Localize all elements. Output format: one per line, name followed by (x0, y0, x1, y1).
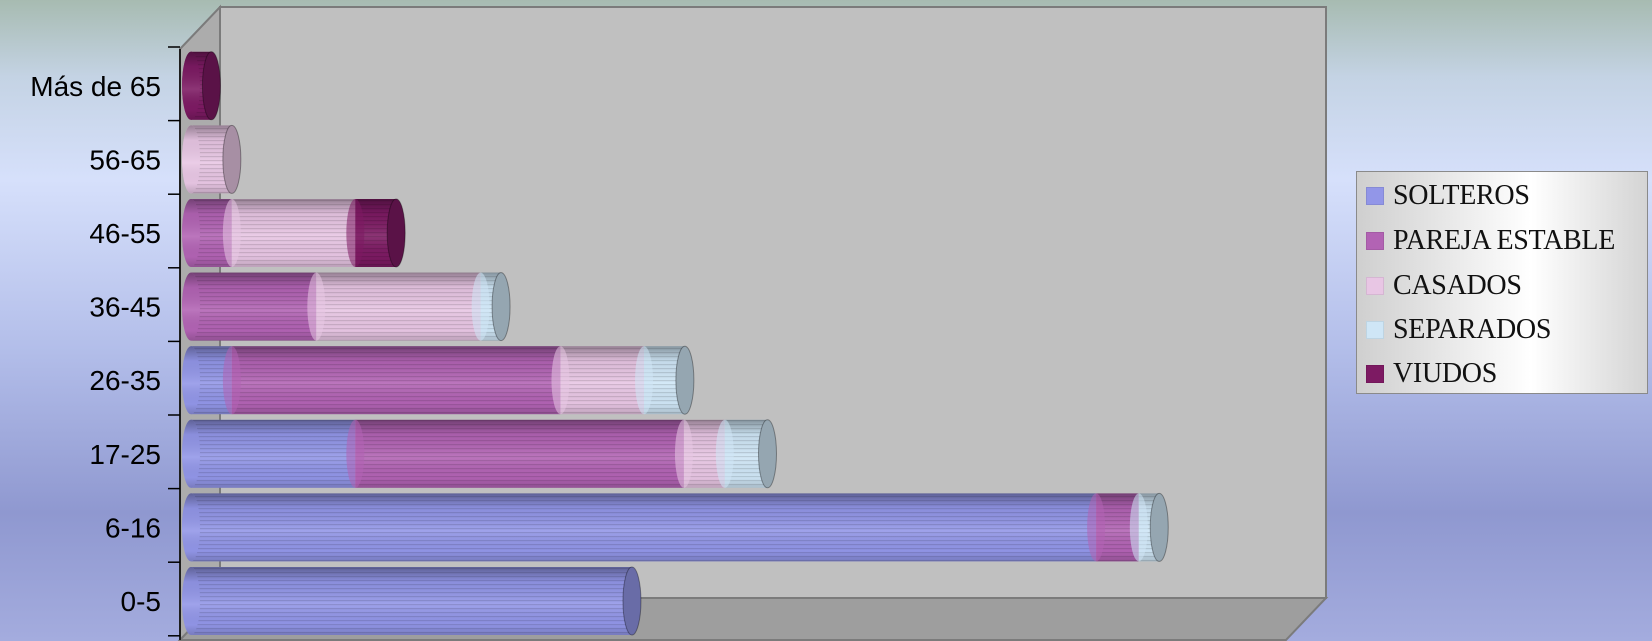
bar-end-cap (201, 51, 221, 121)
legend-item-solteros: SOLTEROS (1366, 176, 1530, 216)
bar-seam (346, 199, 365, 267)
category-label: 56-65 (89, 144, 161, 175)
legend-swatch (1366, 365, 1384, 383)
bar-seam (635, 346, 654, 415)
bar-stack (182, 345, 695, 415)
bar-end-cap-shadow (758, 419, 777, 488)
bar-start-cap-shade (182, 125, 200, 194)
bar-segment-texture (191, 419, 356, 488)
bar-segment-texture (191, 493, 1097, 562)
bar-start-cap-shade (182, 346, 200, 415)
category-label: Más de 65 (30, 71, 161, 102)
bar-stack (182, 272, 511, 342)
bar-stack (182, 51, 221, 121)
bar-end-cap-shadow (222, 125, 241, 194)
bars (182, 51, 1169, 636)
legend-item-viudos: VIUDOS (1366, 354, 1497, 394)
bar-end-cap-shadow (387, 199, 406, 267)
bar-end-cap (757, 419, 777, 489)
bar-end-cap (386, 198, 406, 268)
bar-segment-texture (231, 346, 561, 415)
category-labels: 0-5 6-16 17-25 26-35 36-45 46-55 56-65 Más de 6… (30, 71, 161, 617)
bar-stack (182, 492, 1169, 562)
bar-segment-texture (316, 272, 481, 341)
bar-start-cap-shade (182, 493, 200, 562)
legend-swatch (1366, 232, 1384, 250)
bar-end-cap (1149, 492, 1169, 562)
bar-end-cap (222, 124, 242, 194)
bar-end-cap-shadow (675, 346, 694, 415)
bar-segment-texture (231, 199, 356, 267)
bar-segment-texture (191, 567, 632, 635)
bar-start-cap-shade (182, 567, 200, 635)
bar-seam (346, 419, 365, 488)
category-label: 36-45 (89, 292, 161, 323)
bar-end-cap-shadow (492, 272, 511, 341)
bar-seam (674, 419, 693, 488)
legend-swatch (1366, 187, 1384, 205)
bar-seam (551, 346, 570, 415)
category-label: 46-55 (89, 218, 161, 249)
category-label: 6-16 (105, 512, 161, 543)
bar-start-cap-shade (182, 51, 200, 120)
legend-item-pareja-estable: PAREJA ESTABLE (1366, 221, 1615, 261)
bar-segment-texture (355, 419, 684, 488)
bar-seam (1087, 493, 1106, 562)
legend-item-separados: SEPARADOS (1366, 310, 1551, 350)
bar-end-cap-shadow (622, 567, 641, 635)
legend-label: SOLTEROS (1393, 180, 1530, 211)
bar-seam (471, 272, 490, 341)
bar-start-cap-shade (182, 272, 200, 341)
bar-end-cap-shadow (202, 51, 221, 120)
legend-swatch (1366, 321, 1384, 339)
bar-seam (307, 272, 326, 341)
bar-seam (1129, 493, 1148, 562)
bar-end-cap-shadow (1150, 493, 1169, 562)
bar-seam (222, 199, 241, 267)
bar-stack (182, 419, 777, 489)
bar-stack (182, 198, 406, 268)
legend-label: SEPARADOS (1393, 314, 1552, 345)
legend-label: PAREJA ESTABLE (1393, 225, 1616, 256)
legend-item-casados: CASADOS (1366, 266, 1522, 306)
bar-stack (182, 566, 642, 636)
bar-end-cap (622, 566, 642, 636)
bar-end-cap (491, 272, 511, 342)
bar-segment-texture (191, 272, 317, 341)
category-label: 26-35 (89, 365, 161, 396)
bar-end-cap (675, 345, 695, 415)
bar-segment-texture (560, 346, 645, 415)
category-axis (168, 46, 181, 640)
legend-swatch (1366, 277, 1384, 295)
legend: SOLTEROS PAREJA ESTABLE CASADOS SEPARADO… (1356, 171, 1648, 394)
category-label: 0-5 (121, 586, 161, 617)
legend-label: CASADOS (1393, 270, 1522, 301)
legend-label: VIUDOS (1393, 358, 1497, 389)
bar-start-cap-shade (182, 199, 200, 267)
category-label: 17-25 (89, 439, 161, 470)
bar-seam (715, 419, 734, 488)
bar-seam (222, 346, 241, 415)
bar-start-cap-shade (182, 419, 200, 488)
bar-stack (182, 124, 242, 194)
